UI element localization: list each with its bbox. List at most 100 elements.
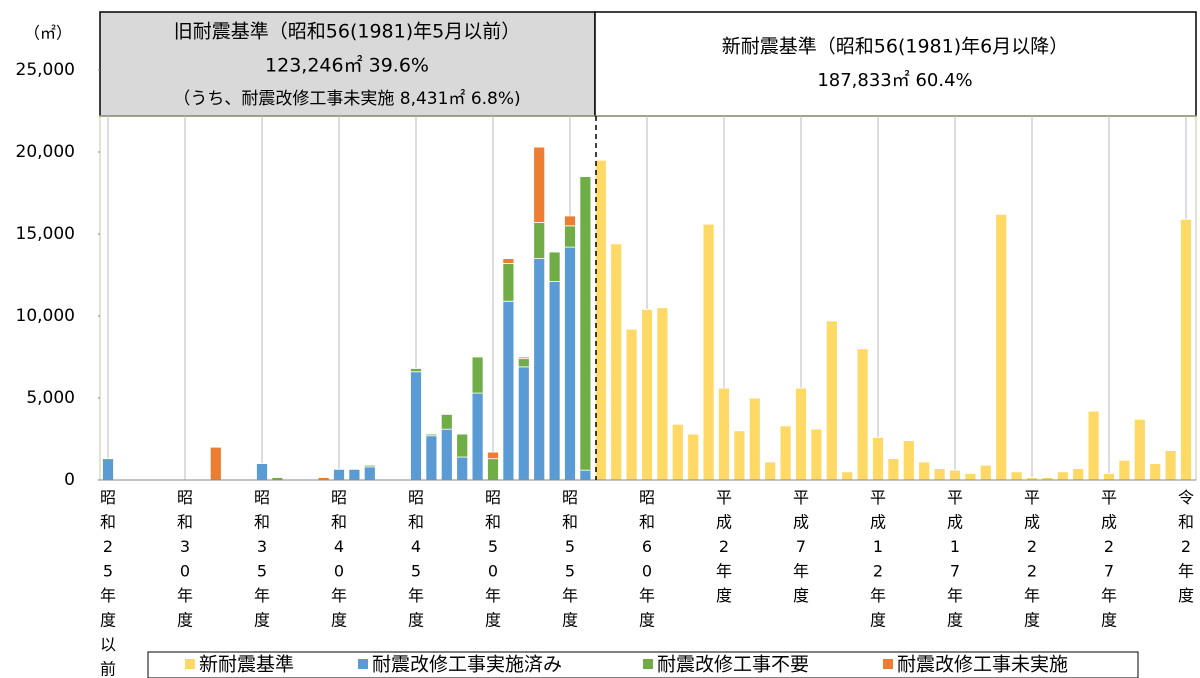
old-total: 123,246㎡ 39.6% xyxy=(265,54,429,77)
bar-segment xyxy=(733,430,746,481)
unit-label: （㎡） xyxy=(24,24,72,43)
x-tick-label: 昭和 6 0 年度 xyxy=(639,488,655,630)
bar-segment xyxy=(1072,468,1085,481)
bar-segment xyxy=(764,461,777,481)
legend-swatch xyxy=(883,659,893,669)
legend-swatch xyxy=(185,659,195,669)
bar-segment xyxy=(256,463,268,481)
x-tick-label: 平成 1 2 年度 xyxy=(870,488,886,630)
x-tick-label: 昭和 3 5 年度 xyxy=(254,488,270,630)
bar-segment xyxy=(949,469,961,481)
x-tick-label: 昭和 5 5 年度 xyxy=(562,488,578,630)
old-note: （うち、耐震改修工事未実施 8,431㎡ 6.8%) xyxy=(173,89,520,109)
legend-label: 新耐震基準 xyxy=(199,654,294,676)
bar-segment xyxy=(456,433,469,458)
legend-swatch xyxy=(643,659,653,669)
bar-segment xyxy=(825,320,838,481)
bar-segment xyxy=(517,356,530,360)
bar-segment xyxy=(671,423,684,481)
bar-segment xyxy=(810,428,823,481)
x-tick-label: 昭和 4 0 年度 xyxy=(331,488,347,630)
legend-label: 耐震改修工事不要 xyxy=(657,654,809,676)
bar-segment xyxy=(471,392,484,481)
bar-segment xyxy=(641,309,653,481)
bar-segment xyxy=(102,458,114,481)
bar-segment xyxy=(902,440,915,481)
bar-segment xyxy=(548,251,561,282)
x-tick-label: 平成 2 2 年度 xyxy=(1024,488,1040,630)
bar-segment xyxy=(348,468,361,481)
bar-segment xyxy=(1087,410,1100,481)
bar-segment xyxy=(1133,418,1146,481)
bar-segment xyxy=(517,366,530,481)
bar-segment xyxy=(440,413,453,430)
bar-segment xyxy=(533,146,546,223)
bar-segment xyxy=(687,433,700,481)
x-tick-label: 令和 2 年度 xyxy=(1178,488,1194,605)
bar-segment xyxy=(425,435,438,481)
bar-segment xyxy=(779,425,792,481)
bar-segment xyxy=(748,397,761,481)
x-tick-label: 平成 1 7 年度 xyxy=(947,488,963,630)
bar-segment xyxy=(410,368,422,373)
bar-segment xyxy=(502,263,515,302)
bar-segment xyxy=(1118,459,1131,481)
x-tick-label: 昭和 2 5 年度以前 xyxy=(100,488,116,678)
bar-segment xyxy=(363,466,376,481)
bar-segment xyxy=(410,371,422,481)
bar-segment xyxy=(625,328,638,481)
bar-segment xyxy=(502,258,515,264)
legend-swatch xyxy=(358,659,368,669)
bar-segment xyxy=(795,387,807,481)
x-tick-label: 平成 2 年度 xyxy=(716,488,732,605)
bar-segment xyxy=(564,215,576,227)
old-title: 旧耐震基準（昭和56(1981)年5月以前） xyxy=(174,21,520,43)
bar-segment xyxy=(918,461,931,481)
bar-segment xyxy=(610,243,623,481)
y-tick-label: 0 xyxy=(64,470,75,490)
y-tick-label: 15,000 xyxy=(16,224,75,244)
old-standard-box xyxy=(99,11,596,117)
bar-segment xyxy=(979,464,992,481)
bar-segment xyxy=(548,281,561,481)
bar-segment xyxy=(1164,450,1177,481)
legend-label: 耐震改修工事未実施 xyxy=(897,654,1068,676)
x-tick-label: 平成 7 年度 xyxy=(793,488,809,605)
bar-segment xyxy=(594,159,607,481)
bar-segment xyxy=(1180,218,1192,481)
y-tick-label: 10,000 xyxy=(16,306,75,326)
bar-segment xyxy=(564,246,576,481)
bar-segment xyxy=(487,451,499,460)
y-tick-label: 25,000 xyxy=(16,60,75,80)
bar-segment xyxy=(502,300,515,481)
bar-segment xyxy=(856,348,869,481)
bar-segment xyxy=(1103,473,1115,481)
x-tick-label: 昭和 4 5 年度 xyxy=(408,488,424,630)
new-title: 新耐震基準（昭和56(1981)年6月以降） xyxy=(722,36,1068,58)
legend-label: 耐震改修工事実施済み xyxy=(372,654,562,676)
new-total: 187,833㎡ 60.4% xyxy=(817,69,972,91)
bar-segment xyxy=(656,307,669,481)
bar-segment xyxy=(363,464,376,468)
bar-segment xyxy=(333,468,345,481)
bar-segment xyxy=(933,468,946,481)
bar-segment xyxy=(564,225,576,248)
bar-segment xyxy=(964,473,977,481)
bar-segment xyxy=(579,176,592,471)
bar-segment xyxy=(1056,471,1069,481)
new-standard-box xyxy=(594,11,1197,117)
x-tick-label: 昭和 3 0 年度 xyxy=(177,488,193,630)
bar-segment xyxy=(718,387,730,481)
bar-segment xyxy=(533,222,546,260)
bar-segment xyxy=(995,213,1008,481)
x-tick-label: 平成 2 7 年度 xyxy=(1101,488,1117,630)
bar-segment xyxy=(209,446,222,481)
bar-segment xyxy=(456,456,469,481)
bar-segment xyxy=(487,458,499,481)
bar-segment xyxy=(1149,463,1162,481)
bar-segment xyxy=(841,471,854,481)
bar-segment xyxy=(440,428,453,481)
bar-segment xyxy=(702,223,715,481)
bar-segment xyxy=(471,356,484,394)
